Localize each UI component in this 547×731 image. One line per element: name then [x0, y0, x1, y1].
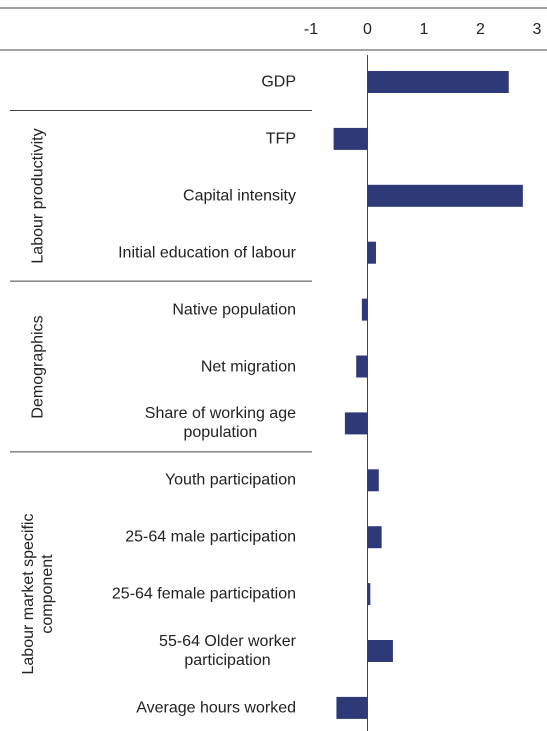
category-label: GDP	[261, 73, 296, 91]
group-label: Labour productivity	[29, 128, 47, 264]
x-tick-label: -1	[304, 21, 318, 38]
bar	[367, 469, 379, 492]
x-tick-label: 2	[476, 21, 485, 38]
category-label: 55-64 Older worker participation	[159, 633, 296, 669]
category-label: 25-64 male participation	[125, 528, 296, 546]
x-tick-label: 1	[420, 21, 429, 38]
category-label: Native population	[172, 301, 296, 319]
category-label: Capital intensity	[183, 187, 296, 205]
bar	[367, 184, 523, 207]
category-label: 25-64 female participation	[111, 585, 296, 603]
bar	[336, 696, 368, 719]
group-label: Demographics	[29, 314, 47, 419]
category-label: Share of working age population	[144, 405, 296, 442]
bar	[344, 412, 368, 435]
bar	[367, 241, 376, 264]
x-tick-label: 0	[363, 21, 372, 38]
bar	[367, 71, 509, 93]
bar	[333, 127, 368, 150]
category-label: Initial education of labour	[118, 244, 296, 262]
category-label: Youth participation	[164, 471, 296, 489]
x-tick-label: 3	[533, 21, 542, 38]
category-label: Net migration	[200, 358, 296, 375]
group-label: Labour market specific component	[20, 513, 56, 675]
category-label: TFP	[265, 130, 296, 148]
category-label: Average hours worked	[136, 699, 296, 717]
bar	[367, 640, 393, 662]
bar	[367, 526, 382, 549]
bar	[361, 298, 368, 321]
bar	[356, 355, 368, 378]
bar	[367, 583, 371, 606]
